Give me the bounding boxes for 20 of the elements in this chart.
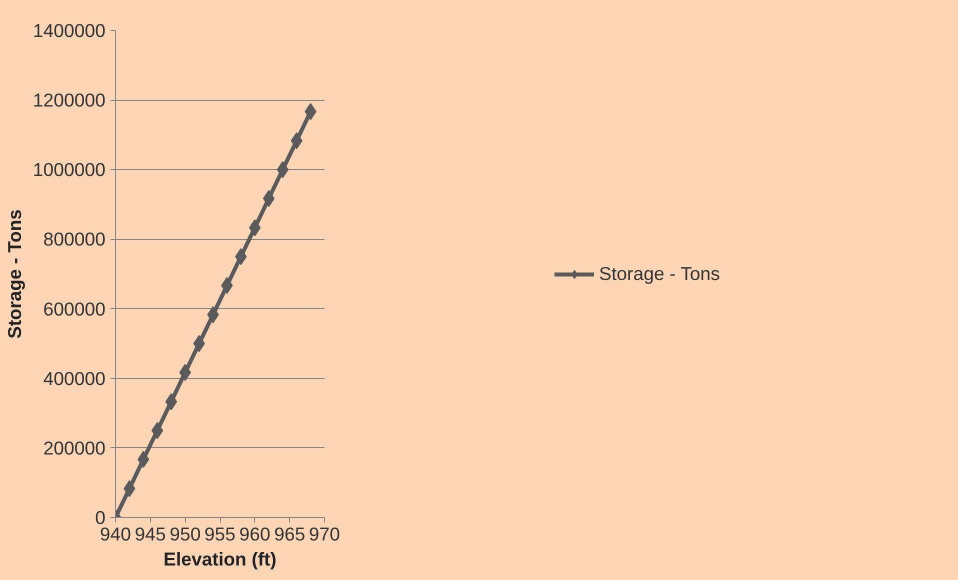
point	[262, 190, 275, 208]
y-tick-label: 400000	[43, 368, 106, 389]
x-tick-label: 965	[274, 524, 306, 544]
x-tick-label: 955	[204, 524, 236, 544]
x-tick-label: 970	[308, 524, 340, 544]
x-tick-label: 945	[134, 524, 166, 544]
point	[151, 422, 164, 440]
y-tick-label: 600000	[43, 298, 106, 320]
x-tick-label: 960	[239, 524, 270, 544]
y-tick-label: 1200000	[32, 90, 106, 111]
y-tick-label: 1000000	[32, 159, 106, 180]
point	[165, 393, 178, 410]
y-tick-label: 200000	[43, 437, 106, 458]
legend-label: Storage - Tons	[599, 262, 720, 284]
y-axis-title: Storage - Tons	[4, 209, 25, 339]
x-tick-label: 950	[170, 524, 201, 544]
y-tick-label: 800000	[43, 228, 106, 250]
x-axis-title: Elevation (ft)	[164, 548, 276, 570]
y-tick-label: 1400000	[32, 20, 106, 41]
point	[276, 161, 289, 178]
